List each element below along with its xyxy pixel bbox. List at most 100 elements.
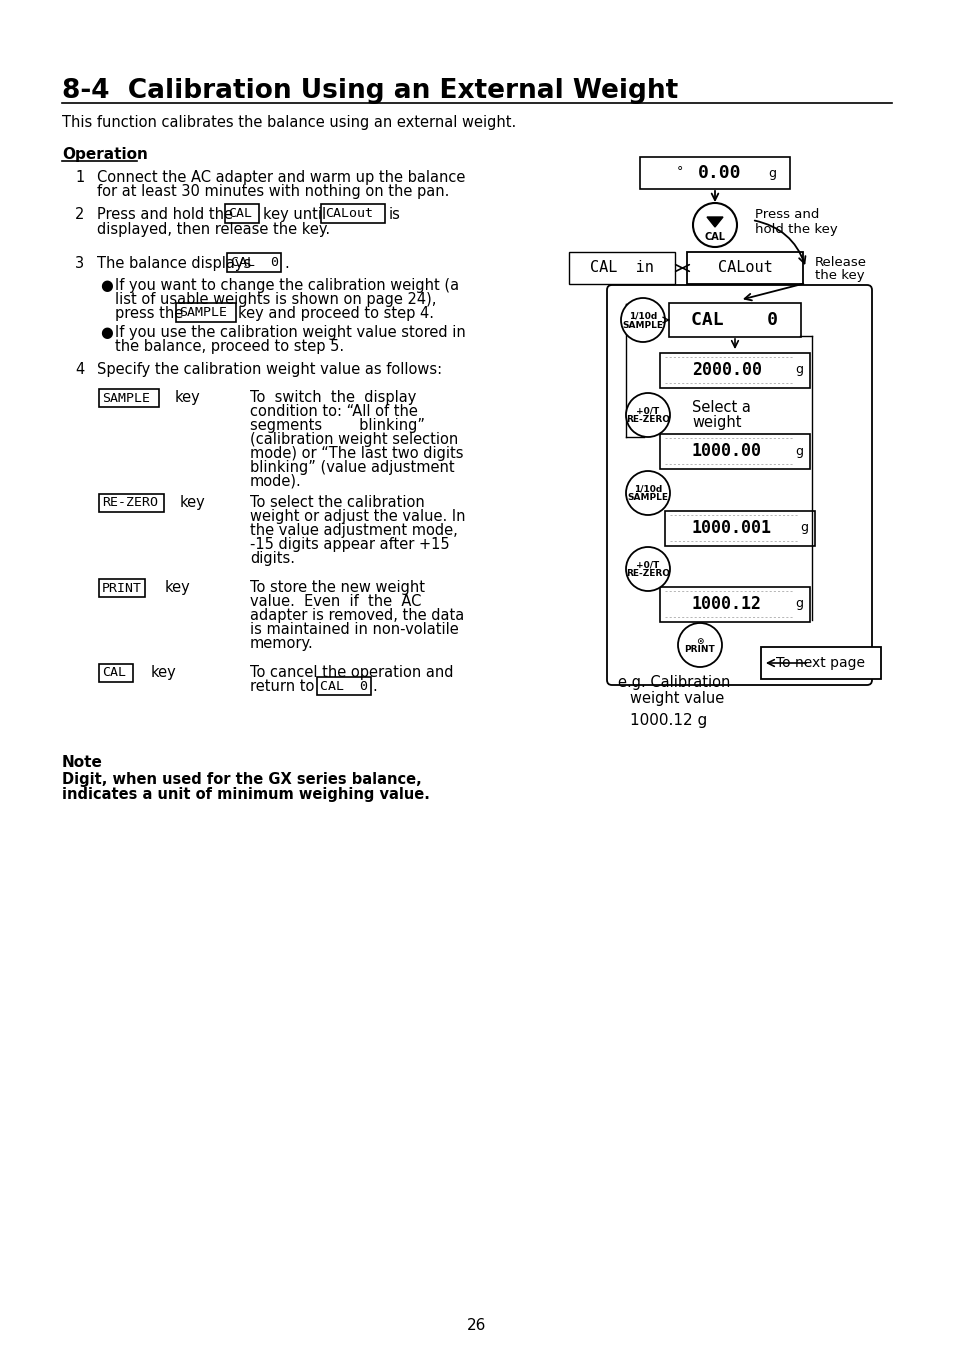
Text: CAL: CAL <box>102 667 126 679</box>
FancyBboxPatch shape <box>686 252 802 284</box>
Text: Note: Note <box>62 755 103 770</box>
Text: list of usable weights is shown on page 24),: list of usable weights is shown on page … <box>115 292 436 306</box>
Text: +0/T: +0/T <box>636 560 659 570</box>
Text: g: g <box>800 521 807 535</box>
Text: weight or adjust the value. In: weight or adjust the value. In <box>250 509 465 524</box>
Text: 3: 3 <box>75 256 84 271</box>
Text: 2000.00: 2000.00 <box>691 360 761 379</box>
FancyBboxPatch shape <box>175 302 235 323</box>
Polygon shape <box>706 217 722 227</box>
Text: mode) or “The last two digits: mode) or “The last two digits <box>250 446 463 460</box>
Text: 0.00: 0.00 <box>698 163 741 182</box>
Text: weight: weight <box>691 414 740 429</box>
Text: adapter is removed, the data: adapter is removed, the data <box>250 608 464 622</box>
Text: key and proceed to step 4.: key and proceed to step 4. <box>237 306 434 321</box>
FancyBboxPatch shape <box>316 676 371 695</box>
Text: CAL  0: CAL 0 <box>319 679 368 693</box>
Text: CAL  0: CAL 0 <box>231 256 278 269</box>
Text: Digit, when used for the GX series balance,: Digit, when used for the GX series balan… <box>62 772 421 787</box>
Text: 1/10d: 1/10d <box>628 312 657 320</box>
FancyBboxPatch shape <box>225 204 258 223</box>
Text: .: . <box>284 256 289 271</box>
Text: key: key <box>180 495 206 510</box>
Text: condition to: “All of the: condition to: “All of the <box>250 404 417 418</box>
Text: SAMPLE: SAMPLE <box>179 306 227 319</box>
Text: 1: 1 <box>75 170 84 185</box>
Text: is maintained in non-volatile: is maintained in non-volatile <box>250 622 458 637</box>
Text: 1/10d: 1/10d <box>633 485 661 494</box>
Text: To store the new weight: To store the new weight <box>250 580 424 595</box>
Text: 26: 26 <box>467 1318 486 1332</box>
FancyBboxPatch shape <box>606 285 871 684</box>
Text: is: is <box>389 207 400 221</box>
Text: (calibration weight selection: (calibration weight selection <box>250 432 457 447</box>
Text: displayed, then release the key.: displayed, then release the key. <box>97 221 330 238</box>
Text: ●: ● <box>100 325 112 340</box>
Text: for at least 30 minutes with nothing on the pan.: for at least 30 minutes with nothing on … <box>97 184 449 198</box>
Text: Release: Release <box>814 255 866 269</box>
Text: 1000.001: 1000.001 <box>691 518 771 537</box>
FancyBboxPatch shape <box>659 433 809 468</box>
Text: If you want to change the calibration weight (a: If you want to change the calibration we… <box>115 278 458 293</box>
Text: If you use the calibration weight value stored in: If you use the calibration weight value … <box>115 325 465 340</box>
Text: °: ° <box>676 166 682 178</box>
Text: .: . <box>372 679 376 694</box>
Text: the balance, proceed to step 5.: the balance, proceed to step 5. <box>115 339 344 354</box>
Text: ●: ● <box>100 278 112 293</box>
Circle shape <box>625 471 669 514</box>
Text: 8-4  Calibration Using an External Weight: 8-4 Calibration Using an External Weight <box>62 78 678 104</box>
Text: digits.: digits. <box>250 551 294 566</box>
Text: weight value: weight value <box>629 691 723 706</box>
Text: CAL: CAL <box>703 232 724 242</box>
Text: Connect the AC adapter and warm up the balance: Connect the AC adapter and warm up the b… <box>97 170 465 185</box>
Text: RE-ZERO: RE-ZERO <box>625 570 669 579</box>
Text: To  switch  the  display: To switch the display <box>250 390 416 405</box>
Text: e.g. Calibration: e.g. Calibration <box>618 675 730 690</box>
FancyBboxPatch shape <box>99 389 159 406</box>
FancyBboxPatch shape <box>664 510 814 545</box>
Text: mode).: mode). <box>250 474 301 489</box>
Text: CAL  in: CAL in <box>590 261 653 275</box>
Circle shape <box>625 393 669 437</box>
Text: 4: 4 <box>75 362 84 377</box>
Text: hold the key: hold the key <box>754 223 837 235</box>
Text: indicates a unit of minimum weighing value.: indicates a unit of minimum weighing val… <box>62 787 430 802</box>
Text: RE-ZERO: RE-ZERO <box>102 497 158 509</box>
Text: the value adjustment mode,: the value adjustment mode, <box>250 522 457 539</box>
Text: press the: press the <box>115 306 183 321</box>
Text: blinking” (value adjustment: blinking” (value adjustment <box>250 460 455 475</box>
Text: g: g <box>794 444 802 458</box>
Text: value.  Even  if  the  AC: value. Even if the AC <box>250 594 421 609</box>
Text: key: key <box>151 666 176 680</box>
Text: This function calibrates the balance using an external weight.: This function calibrates the balance usi… <box>62 115 516 130</box>
Text: SAMPLE: SAMPLE <box>627 494 668 502</box>
Circle shape <box>692 202 737 247</box>
Text: The balance displays: The balance displays <box>97 256 251 271</box>
Text: Select a: Select a <box>691 401 750 416</box>
Text: g: g <box>767 166 775 180</box>
FancyBboxPatch shape <box>568 252 675 284</box>
Text: Press and: Press and <box>754 208 819 221</box>
FancyBboxPatch shape <box>668 302 801 338</box>
Text: CAL    0: CAL 0 <box>691 310 778 329</box>
Text: memory.: memory. <box>250 636 314 651</box>
Text: 1000.00: 1000.00 <box>691 441 761 460</box>
Circle shape <box>625 547 669 591</box>
Text: CAL: CAL <box>228 207 252 220</box>
FancyBboxPatch shape <box>99 579 145 597</box>
Text: ⊙: ⊙ <box>696 636 703 645</box>
FancyBboxPatch shape <box>760 647 880 679</box>
Text: segments        blinking”: segments blinking” <box>250 418 424 433</box>
Text: To next page: To next page <box>776 656 864 670</box>
Text: SAMPLE: SAMPLE <box>102 392 150 405</box>
Text: the key: the key <box>814 270 863 282</box>
Text: To select the calibration: To select the calibration <box>250 495 424 510</box>
Circle shape <box>620 298 664 342</box>
Text: PRINT: PRINT <box>684 645 715 655</box>
Text: To cancel the operation and: To cancel the operation and <box>250 666 453 680</box>
Text: CALout: CALout <box>325 207 373 220</box>
Text: g: g <box>794 598 802 610</box>
Text: 1000.12: 1000.12 <box>691 595 761 613</box>
Text: key: key <box>165 580 191 595</box>
Text: CALout: CALout <box>717 261 772 275</box>
